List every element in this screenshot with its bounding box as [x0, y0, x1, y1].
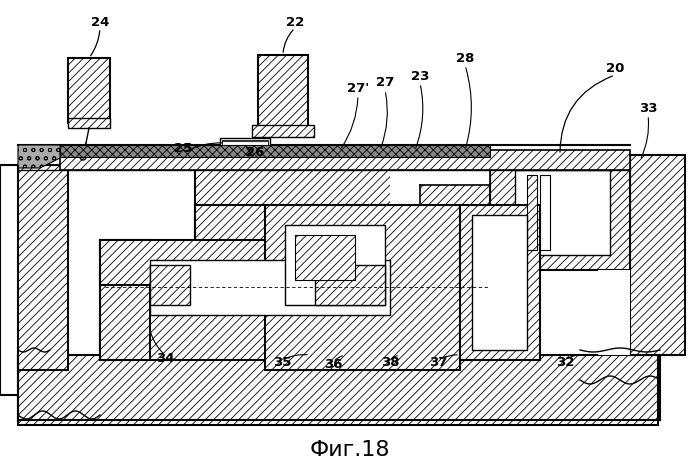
- Bar: [100, 310, 490, 360]
- Bar: [295, 235, 355, 280]
- Bar: [598, 155, 630, 270]
- Text: 24: 24: [91, 15, 109, 28]
- Bar: [472, 215, 527, 350]
- Bar: [150, 260, 390, 315]
- Bar: [18, 355, 658, 425]
- Polygon shape: [18, 145, 60, 168]
- Text: 28: 28: [456, 51, 474, 64]
- Text: 20: 20: [606, 62, 624, 75]
- Text: 25: 25: [174, 142, 192, 155]
- Text: 32: 32: [556, 355, 574, 368]
- Bar: [18, 165, 68, 370]
- Bar: [460, 205, 540, 360]
- Text: 35: 35: [273, 356, 291, 369]
- Bar: [630, 155, 685, 355]
- Bar: [490, 155, 630, 270]
- Text: 36: 36: [323, 359, 342, 372]
- Polygon shape: [390, 155, 490, 205]
- Bar: [100, 240, 420, 285]
- Text: 27: 27: [376, 77, 394, 90]
- Text: 33: 33: [638, 101, 657, 114]
- Bar: [258, 55, 308, 130]
- Text: 26: 26: [246, 147, 264, 160]
- Bar: [60, 150, 630, 170]
- Bar: [527, 175, 537, 250]
- Bar: [598, 270, 630, 355]
- Bar: [0, 165, 50, 395]
- Bar: [195, 205, 390, 265]
- Bar: [252, 125, 314, 137]
- Text: Фиг.18: Фиг.18: [309, 440, 391, 460]
- Bar: [515, 170, 610, 255]
- Bar: [220, 138, 270, 148]
- Bar: [60, 145, 490, 157]
- Bar: [68, 58, 110, 123]
- Bar: [195, 155, 490, 255]
- Text: 37: 37: [429, 355, 447, 368]
- Text: 22: 22: [286, 15, 304, 28]
- Bar: [100, 240, 150, 360]
- Bar: [315, 265, 385, 305]
- Bar: [68, 118, 110, 128]
- Bar: [265, 205, 460, 370]
- Text: 38: 38: [381, 355, 399, 368]
- Bar: [540, 175, 550, 250]
- Text: 34: 34: [155, 352, 174, 365]
- Text: 27': 27': [347, 82, 369, 94]
- Bar: [150, 265, 190, 305]
- Bar: [222, 140, 268, 146]
- Text: 23: 23: [411, 70, 429, 83]
- Bar: [285, 225, 385, 305]
